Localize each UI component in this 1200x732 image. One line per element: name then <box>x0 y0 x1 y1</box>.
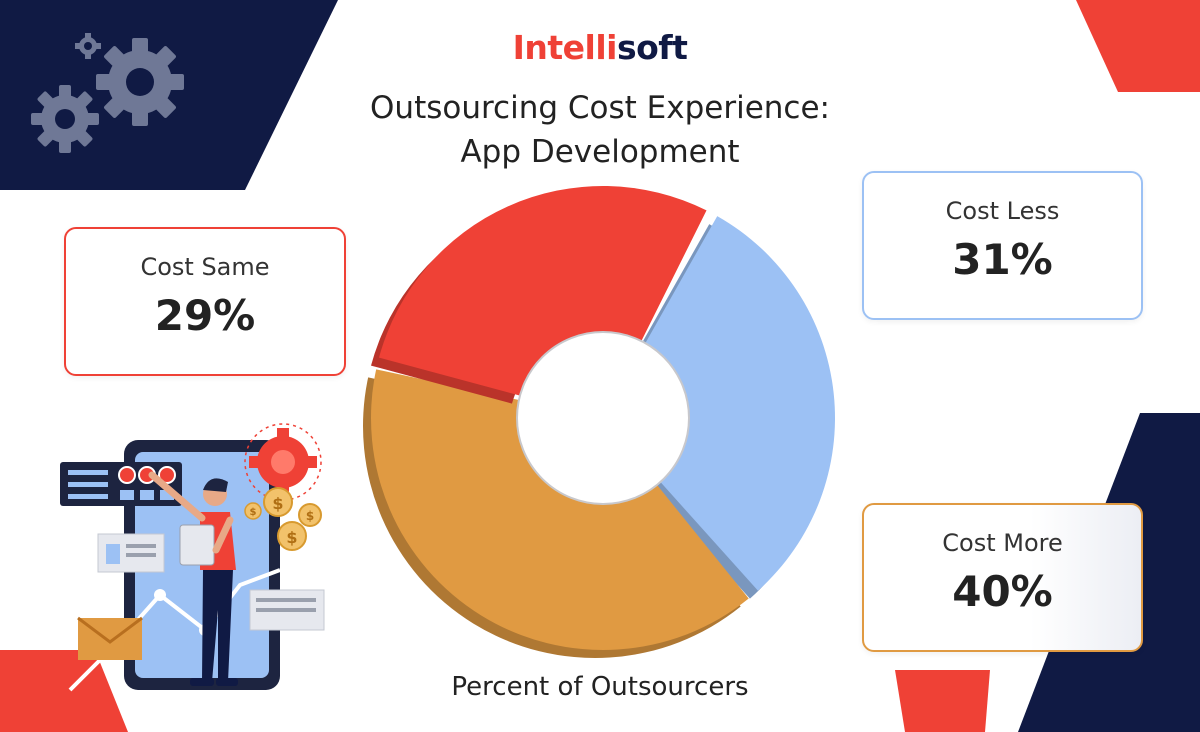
coin-icon: $ $ $ $ <box>244 487 322 551</box>
bottom-red-shape <box>895 670 990 732</box>
brand-logo-part1: Intelli <box>512 28 618 67</box>
svg-text:$: $ <box>286 528 297 547</box>
card-cost-same-value: 29% <box>154 291 256 340</box>
like-icon <box>97 533 165 573</box>
svg-text:$: $ <box>306 509 314 523</box>
chart-title: Outsourcing Cost Experience: App Develop… <box>0 86 1200 174</box>
card-cost-same-label: Cost Same <box>140 253 270 281</box>
card-cost-more-value: 40% <box>952 567 1053 616</box>
card-cost-less-label: Cost Less <box>945 197 1060 225</box>
brand-logo-part2: soft <box>616 28 688 67</box>
red-gear-icon <box>244 423 322 501</box>
card-cost-less-value: 31% <box>952 235 1053 284</box>
slice-cost-less <box>645 216 835 591</box>
card-cost-same: Cost Same 29% <box>64 227 346 376</box>
brand-logo: Intellisoft <box>0 28 1200 67</box>
chart-caption: Percent of Outsourcers <box>451 672 749 702</box>
card-cost-more-label: Cost More <box>942 529 1063 557</box>
svg-text:$: $ <box>272 494 283 513</box>
envelope-icon <box>77 616 143 660</box>
donut-hole <box>516 331 690 505</box>
chart-title-line1: Outsourcing Cost Experience: <box>370 90 830 126</box>
gears-icon <box>31 33 184 153</box>
card-cost-more: Cost More 40% <box>862 503 1143 652</box>
person-with-clipboard: $ $ $ $ <box>60 423 325 692</box>
person-figure <box>148 471 238 686</box>
bottom-left-red-shape <box>0 650 128 732</box>
chart-title-line2: App Development <box>460 134 740 170</box>
top-right-red-shape <box>1076 0 1200 92</box>
slice-cost-more <box>371 369 749 651</box>
slice-cost-same <box>379 186 707 396</box>
card-cost-less: Cost Less 31% <box>862 171 1143 320</box>
svg-text:$: $ <box>250 507 257 518</box>
